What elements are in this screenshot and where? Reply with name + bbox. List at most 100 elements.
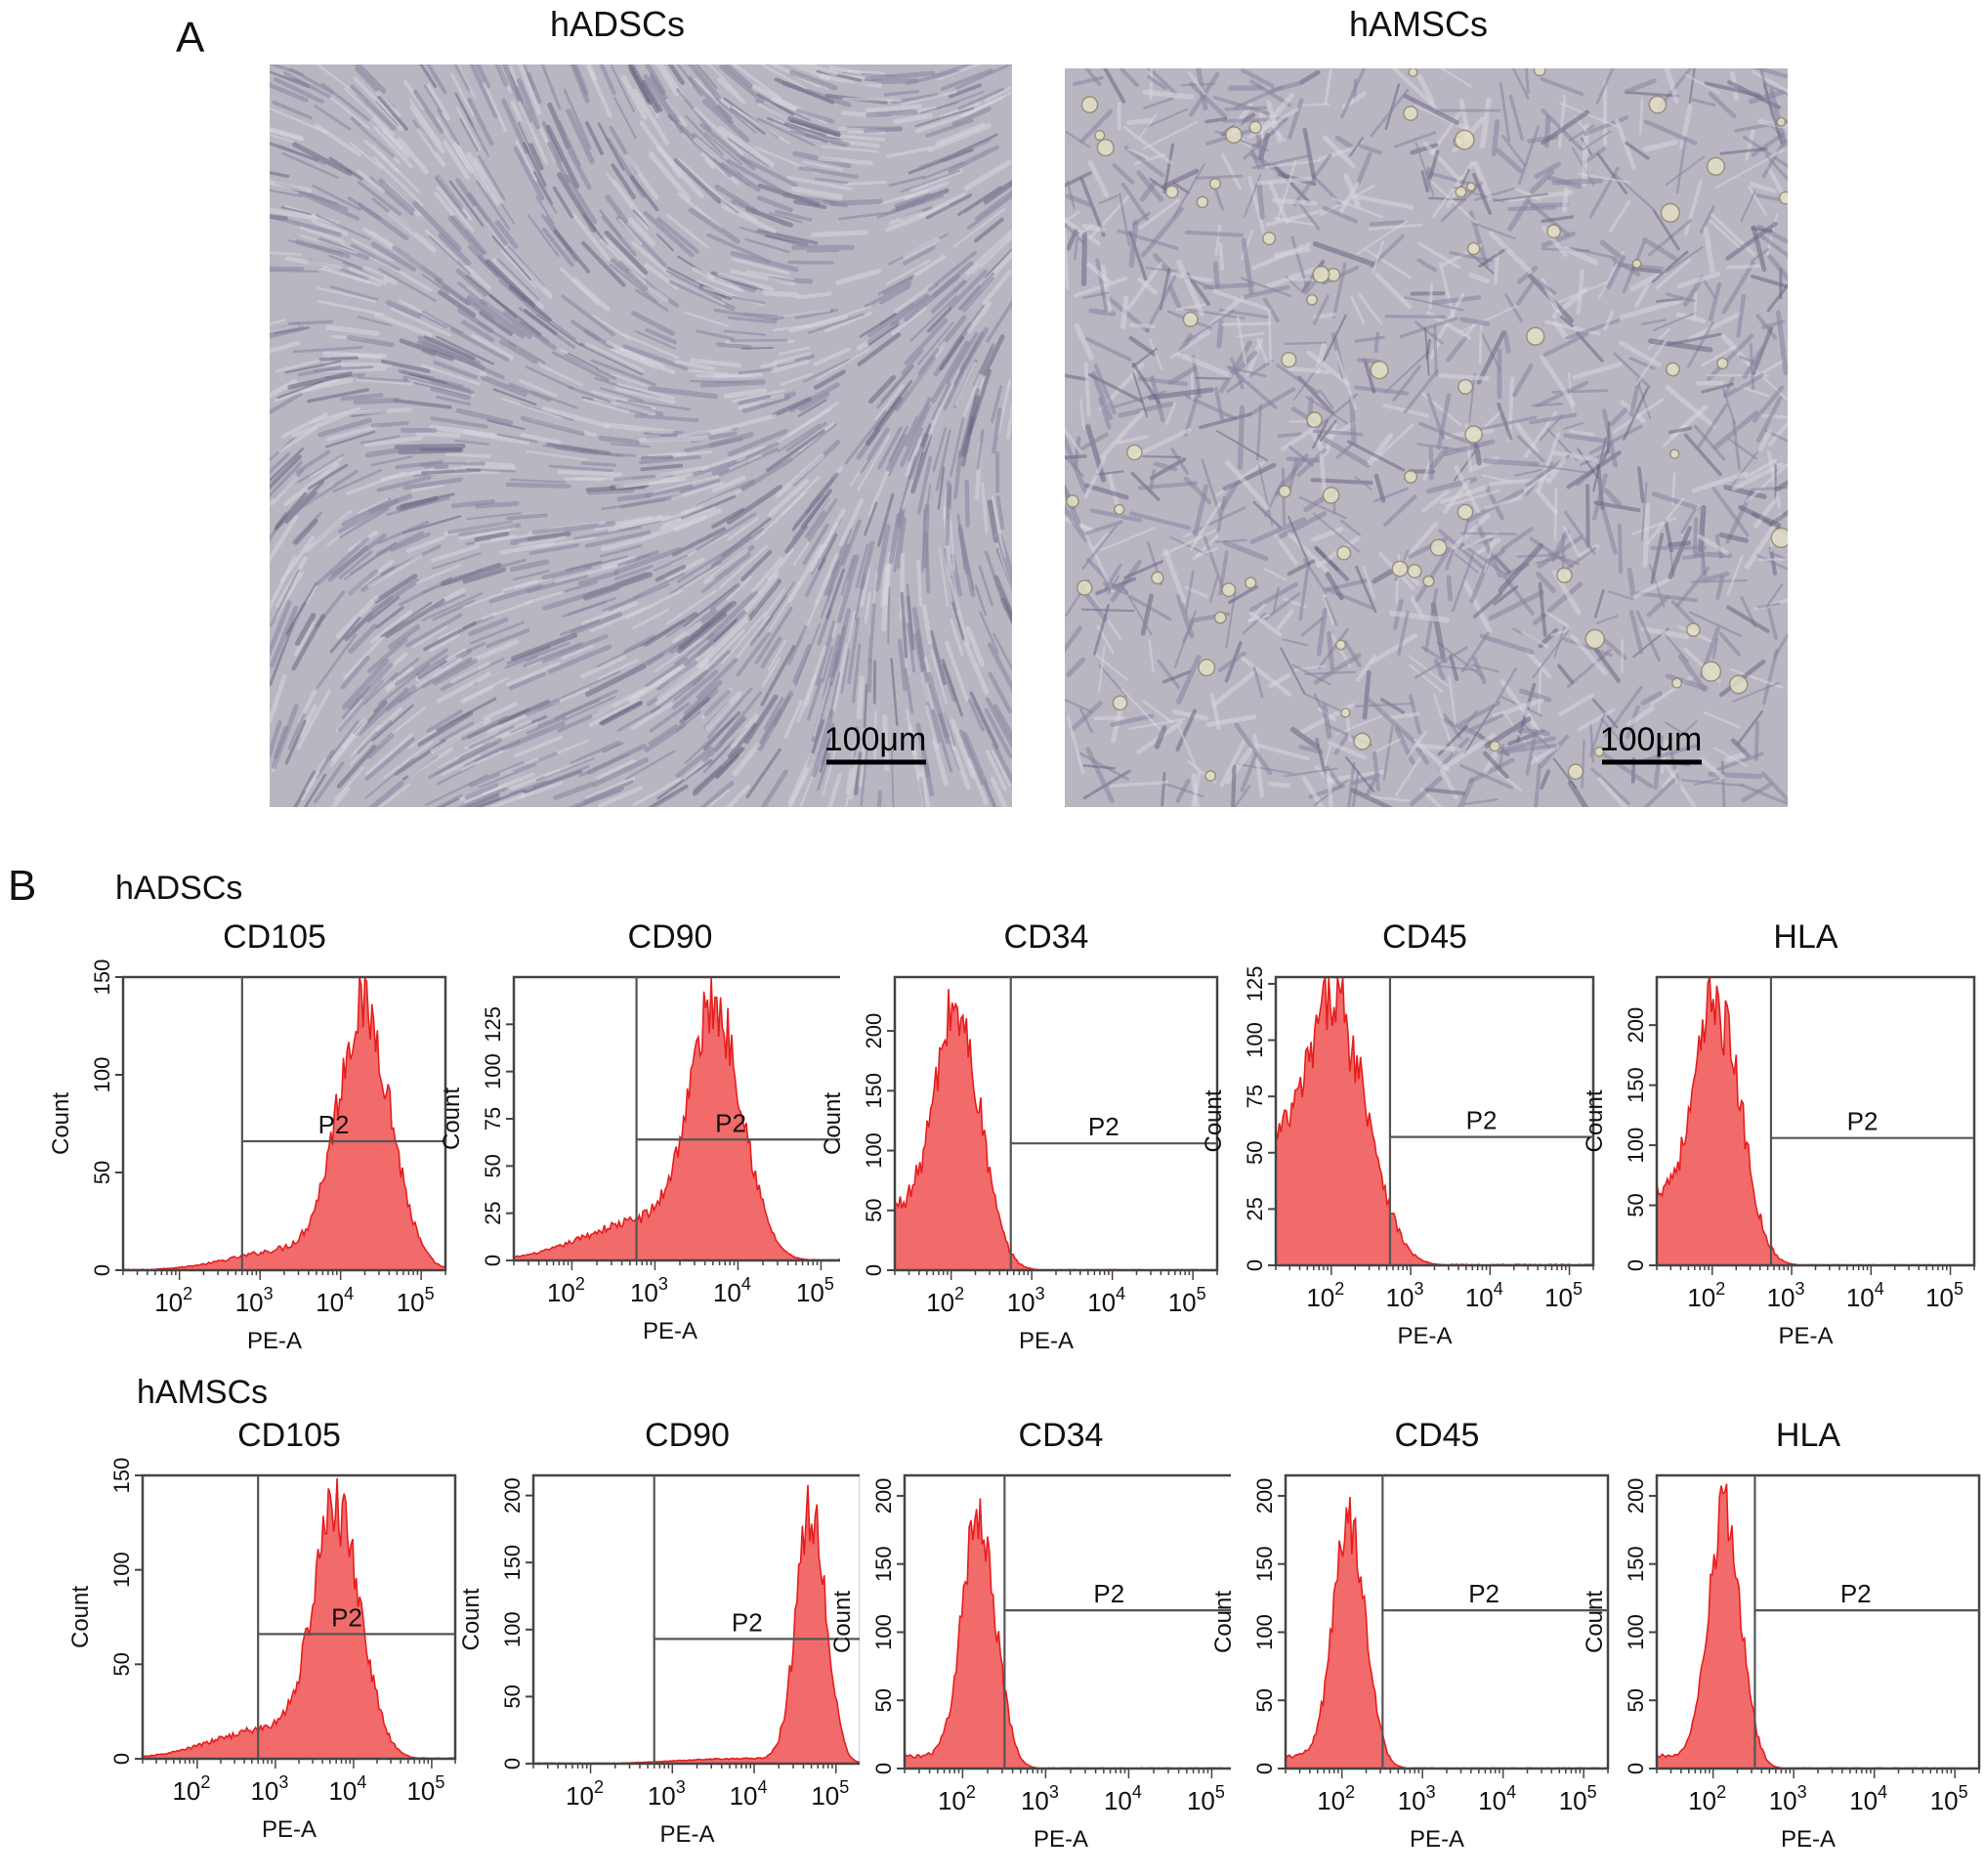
y-tick-label: 150 xyxy=(109,1458,134,1494)
y-axis-label: Count xyxy=(820,1092,846,1155)
row-label-hamscs: hAMSCs xyxy=(137,1374,268,1412)
y-axis-label: Count xyxy=(1201,1089,1227,1152)
gate-label: P2 xyxy=(1468,1579,1499,1608)
x-tick-label: 104 xyxy=(713,1274,751,1307)
plot-title: HLA xyxy=(1773,918,1837,956)
x-axis-label: PE-A xyxy=(643,1318,697,1344)
y-tick-label: 50 xyxy=(1243,1141,1267,1165)
plot-title: CD105 xyxy=(237,1417,341,1454)
y-tick-label: 150 xyxy=(1252,1546,1277,1582)
micrograph-title-hadscs: hADSCs xyxy=(422,4,813,45)
x-tick-label: 102 xyxy=(1687,1279,1725,1312)
scale-bar-label: 100μm xyxy=(1600,721,1703,758)
x-axis-label: PE-A xyxy=(262,1816,317,1843)
x-axis-label: PE-A xyxy=(1019,1328,1074,1354)
x-tick-label: 102 xyxy=(172,1772,210,1806)
x-tick-label: 104 xyxy=(1846,1279,1884,1312)
y-tick-label: 50 xyxy=(1624,1193,1648,1216)
y-tick-label: 0 xyxy=(481,1255,505,1266)
y-tick-label: 125 xyxy=(1243,966,1267,1002)
x-tick-label: 103 xyxy=(1021,1782,1059,1815)
x-tick-label: 102 xyxy=(566,1777,604,1811)
x-tick-label: 104 xyxy=(730,1777,768,1811)
y-tick-label: 50 xyxy=(1624,1688,1648,1712)
x-tick-label: 104 xyxy=(1104,1782,1142,1815)
x-tick-label: 103 xyxy=(1007,1284,1045,1317)
x-tick-label: 103 xyxy=(235,1284,274,1317)
x-tick-label: 102 xyxy=(154,1284,192,1317)
plot-title: CD90 xyxy=(628,918,713,956)
scale-bar: 100μm xyxy=(1600,721,1703,762)
y-tick-label: 200 xyxy=(500,1477,525,1514)
x-axis-label: PE-A xyxy=(1778,1323,1833,1349)
y-tick-label: 50 xyxy=(90,1161,114,1184)
y-tick-label: 100 xyxy=(500,1611,525,1647)
plot-title: CD34 xyxy=(1019,1417,1104,1454)
y-tick-label: 100 xyxy=(862,1132,886,1169)
y-tick-label: 50 xyxy=(500,1684,525,1708)
gate-label: P2 xyxy=(1847,1107,1879,1136)
histogram-area xyxy=(1276,977,1593,1265)
histogram-area xyxy=(895,989,1217,1270)
x-tick-label: 103 xyxy=(630,1274,668,1307)
histogram-area xyxy=(514,978,840,1260)
x-tick-label: 104 xyxy=(316,1284,354,1317)
x-tick-label: 104 xyxy=(1849,1782,1887,1815)
y-tick-label: 125 xyxy=(481,1006,505,1043)
x-tick-label: 102 xyxy=(547,1274,585,1307)
gate-label: P2 xyxy=(331,1602,362,1632)
x-tick-label: 104 xyxy=(1087,1284,1125,1317)
micrograph-title-hamscs: hAMSCs xyxy=(1223,4,1614,45)
y-tick-label: 0 xyxy=(500,1758,525,1769)
x-tick-label: 102 xyxy=(1306,1279,1344,1312)
y-tick-label: 0 xyxy=(1243,1259,1267,1271)
micrograph-hadscs: 100μm xyxy=(270,64,1012,807)
y-axis-label: Count xyxy=(48,1092,74,1155)
y-tick-label: 50 xyxy=(871,1688,896,1712)
y-tick-label: 50 xyxy=(862,1199,886,1222)
y-tick-label: 75 xyxy=(481,1107,505,1130)
y-axis-label: Count xyxy=(1582,1089,1608,1152)
y-axis-label: Count xyxy=(458,1588,485,1650)
y-tick-label: 150 xyxy=(500,1545,525,1581)
gate-label: P2 xyxy=(715,1108,746,1137)
histogram-area xyxy=(143,1478,455,1759)
y-tick-label: 200 xyxy=(871,1478,896,1514)
y-tick-label: 100 xyxy=(1243,1022,1267,1058)
panel-b-label: B xyxy=(8,862,36,911)
y-tick-label: 150 xyxy=(1624,1067,1648,1103)
x-axis-label: PE-A xyxy=(1034,1826,1088,1853)
x-axis-label: PE-A xyxy=(247,1328,302,1354)
x-tick-label: 102 xyxy=(938,1782,976,1815)
histogram-area xyxy=(533,1485,860,1764)
y-tick-label: 100 xyxy=(109,1552,134,1588)
y-tick-label: 150 xyxy=(871,1546,896,1582)
y-tick-label: 200 xyxy=(1624,1007,1648,1044)
histogram-area xyxy=(905,1498,1231,1769)
micrograph-hamscs: 100μm xyxy=(1065,68,1788,807)
y-tick-label: 50 xyxy=(481,1154,505,1177)
y-tick-label: 150 xyxy=(862,1073,886,1109)
histogram-area xyxy=(1286,1497,1608,1769)
x-tick-label: 104 xyxy=(1478,1782,1516,1815)
x-tick-label: 105 xyxy=(397,1284,435,1317)
y-tick-label: 100 xyxy=(1252,1614,1277,1650)
y-tick-label: 75 xyxy=(1243,1085,1267,1108)
y-tick-label: 100 xyxy=(1624,1614,1648,1650)
y-axis-label: Count xyxy=(1582,1591,1608,1653)
x-tick-label: 103 xyxy=(1769,1782,1807,1815)
plot-title: CD45 xyxy=(1382,918,1467,956)
x-tick-label: 102 xyxy=(926,1284,964,1317)
y-tick-label: 50 xyxy=(1252,1688,1277,1712)
gate-label: P2 xyxy=(1088,1112,1119,1141)
x-tick-label: 105 xyxy=(1930,1782,1968,1815)
x-tick-label: 102 xyxy=(1688,1782,1726,1815)
